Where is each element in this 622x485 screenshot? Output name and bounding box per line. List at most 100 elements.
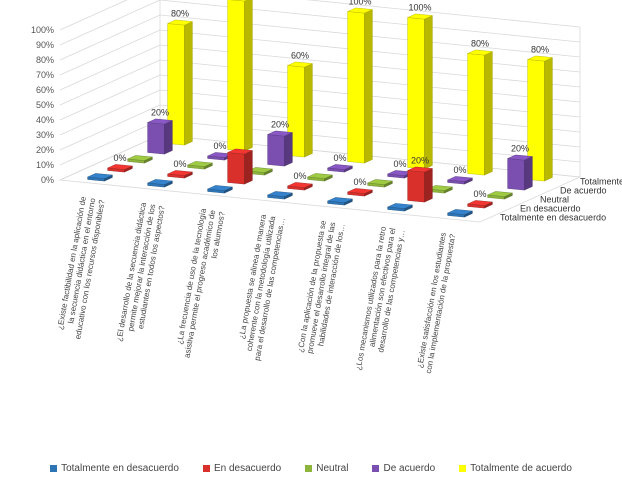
legend-swatch <box>459 465 467 472</box>
gridline <box>59 0 581 31</box>
bar <box>227 0 253 152</box>
data-label: 20% <box>151 108 169 118</box>
y-tick-label: 50% <box>36 100 54 110</box>
data-label: 60% <box>291 51 309 61</box>
data-label: 0% <box>213 141 226 151</box>
bar-side-face <box>244 0 253 152</box>
series-axis-label: En desacuerdo <box>520 204 581 214</box>
legend-label: Totalmente en desacuerdo <box>61 463 179 474</box>
bar <box>266 130 294 167</box>
bar <box>446 176 474 185</box>
bar-top-face <box>406 166 434 173</box>
data-label: 20% <box>511 144 529 154</box>
y-axis-ticks: 0% 10% 20% 30% 40% 50% 60% 70% 80% 90% 100% <box>31 25 54 185</box>
y-tick-label: 60% <box>36 85 54 95</box>
bar-front-face <box>467 53 485 176</box>
legend-label: Neutral <box>316 463 349 474</box>
bar-top-face <box>226 148 254 155</box>
bar-side-face <box>524 156 533 191</box>
data-label: 100% <box>348 0 371 7</box>
legend-item: En desacuerdo <box>202 463 282 474</box>
bar <box>206 185 234 194</box>
data-label: 0% <box>393 159 406 169</box>
y-tick-label: 30% <box>36 130 54 140</box>
bar-top-face <box>186 161 214 167</box>
bar-top-face <box>486 191 514 197</box>
gridline <box>59 59 581 106</box>
bar <box>126 155 154 164</box>
bar-top-face <box>286 182 314 188</box>
bar-top-face <box>206 185 234 191</box>
data-label: 80% <box>471 39 489 49</box>
bar <box>346 7 374 164</box>
bar <box>366 179 394 188</box>
data-label: 80% <box>171 9 189 19</box>
data-label: 0% <box>453 165 466 175</box>
chart-floor <box>58 134 582 223</box>
bar-top-face <box>446 176 474 182</box>
bar-top-face <box>146 118 174 125</box>
bar <box>506 154 534 191</box>
category-label: ¿Existe satisfacción en los estudiantesc… <box>415 231 458 374</box>
legend-swatch <box>50 465 58 472</box>
bar <box>146 118 174 155</box>
bar-top-face <box>246 167 274 173</box>
data-label: 20% <box>271 120 289 130</box>
bar-side-face <box>164 120 173 155</box>
bar <box>286 61 314 158</box>
category-labels: ¿Existe factibilidad en la aplicación de… <box>55 195 458 374</box>
bar <box>86 173 114 182</box>
legend-swatch <box>305 465 313 472</box>
legend-item: Neutral <box>305 463 348 474</box>
series-axis-label: Totalmente de acuerdo <box>580 177 622 187</box>
data-label: 80% <box>531 45 549 55</box>
bar-top-face <box>86 173 114 179</box>
gridline <box>59 104 581 151</box>
bar-top-face <box>166 170 194 176</box>
bar-top-face <box>346 7 374 14</box>
bar <box>106 164 134 173</box>
bar-front-face <box>227 0 245 152</box>
category-label: ¿Los mecanismos utilizados para la retro… <box>354 225 407 374</box>
bar-top-face <box>406 13 434 20</box>
category-label: ¿La propuesta se alinea de maneracoheren… <box>234 213 287 361</box>
bar-side-face <box>424 15 433 170</box>
bar-top-face <box>306 173 334 179</box>
bar-side-face <box>364 9 373 164</box>
legend-item: Totalmente de acuerdo <box>459 463 572 474</box>
bar <box>386 203 414 212</box>
gridline <box>59 89 581 136</box>
data-label: 0% <box>173 159 186 169</box>
bar <box>386 170 414 179</box>
bar-side-face <box>304 63 313 158</box>
legend-item: De acuerdo <box>372 463 435 474</box>
gridline <box>59 0 581 46</box>
bar <box>426 185 454 194</box>
bar-side-face <box>484 51 493 176</box>
bar-top-face <box>346 188 374 194</box>
bar-top-face <box>426 185 454 191</box>
bar-top-face <box>126 155 154 161</box>
bar-top-face <box>366 179 394 185</box>
data-labels: 0% 0% 0% 0% 20% 0% 20% 0% 20% 0% 0% 0% 20% 80% 100% 60%… <box>113 0 549 199</box>
bar-top-face <box>106 164 134 170</box>
legend-label: En desacuerdo <box>213 463 282 474</box>
category-label: ¿Existe factibilidad en la aplicación de… <box>55 195 107 340</box>
bar-top-face <box>446 209 474 215</box>
y-tick-label: 90% <box>36 40 54 50</box>
data-label: 100% <box>408 3 431 13</box>
bar <box>466 200 494 209</box>
bar <box>346 188 374 197</box>
bar-top-face <box>386 203 414 209</box>
y-tick-label: 10% <box>36 160 54 170</box>
bar <box>406 13 434 170</box>
legend-item: Totalmente en desacuerdo <box>50 463 179 474</box>
bar-front-face <box>407 17 425 170</box>
bar-side-face <box>184 21 193 146</box>
data-label: 0% <box>113 153 126 163</box>
series-axis-label: Neutral <box>540 195 569 205</box>
bar <box>406 166 434 203</box>
bar-front-face <box>227 152 245 185</box>
